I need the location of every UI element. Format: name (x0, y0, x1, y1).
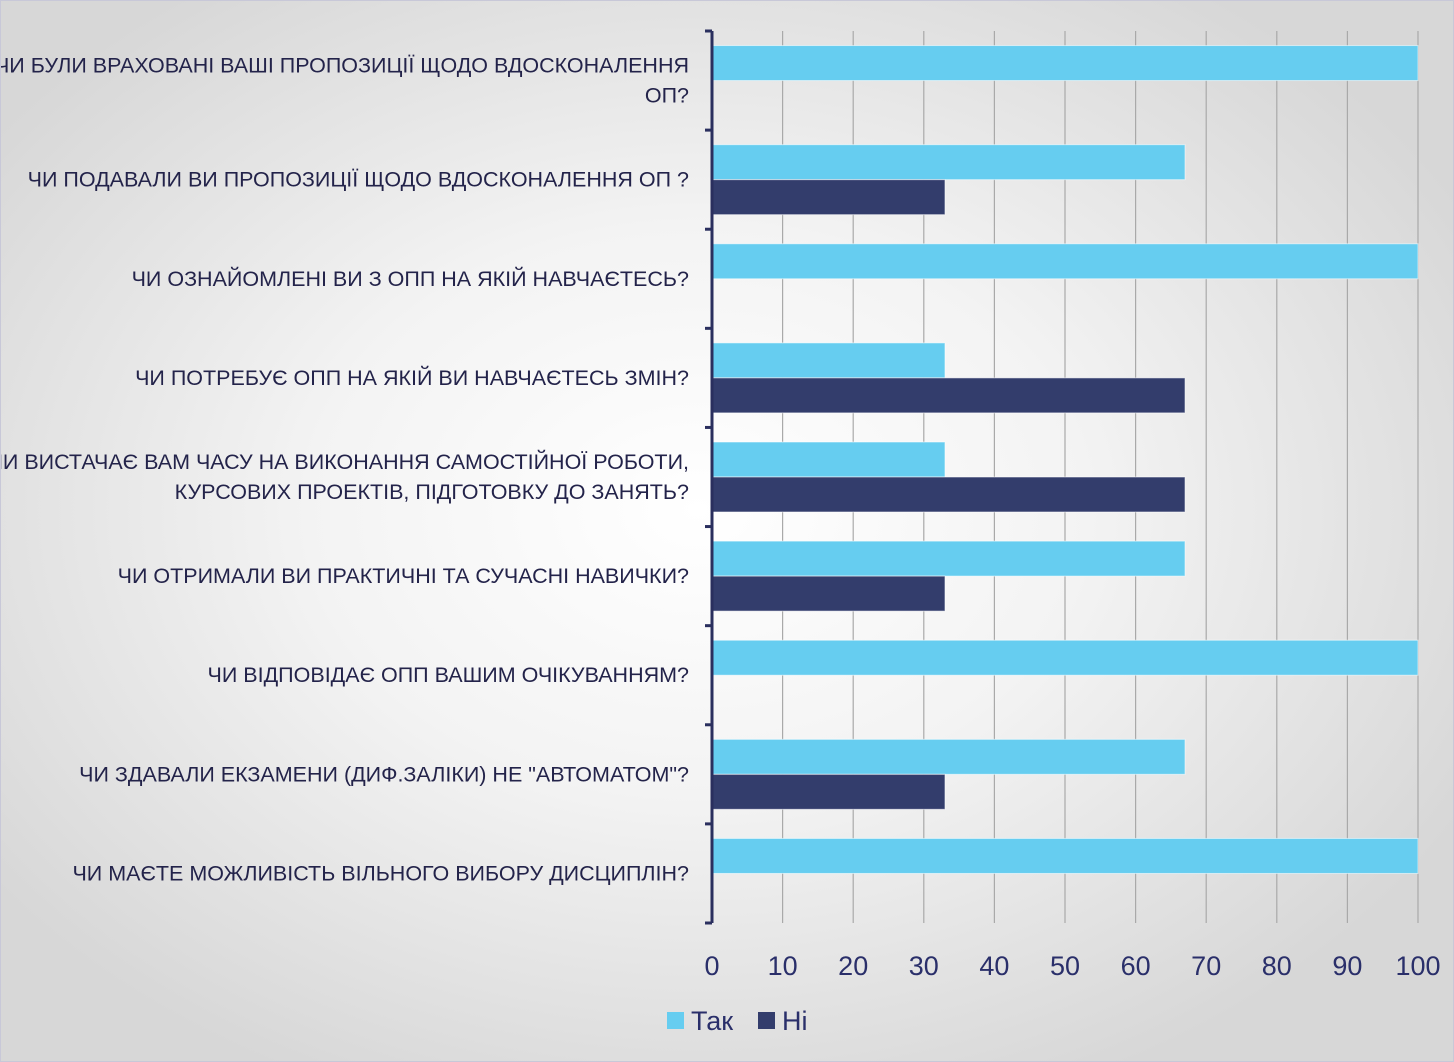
category-label-6: ЧИ ОТРИМАЛИ ВИ ПРАКТИЧНІ ТА СУЧАСНІ НАВИ… (118, 564, 689, 588)
category-label-line: ЧИ ЗДАВАЛИ ЕКЗАМЕНИ (ДИФ.ЗАЛІКИ) НЕ "АВТ… (79, 762, 689, 786)
bar-tak-6 (711, 540, 1186, 577)
bar-tak-9 (711, 837, 1419, 874)
bar-ni-6 (711, 575, 946, 612)
category-label-8: ЧИ ЗДАВАЛИ ЕКЗАМЕНИ (ДИФ.ЗАЛІКИ) НЕ "АВТ… (79, 762, 689, 786)
bars (711, 45, 1419, 874)
bar-ni-5 (711, 476, 1186, 513)
category-label-line: ЧИ ПОТРЕБУЄ ОПП НА ЯКІЙ ВИ НАВЧАЄТЕСЬ ЗМ… (135, 365, 689, 390)
x-tick-label-30: 30 (909, 951, 939, 981)
bar-ni-2 (711, 179, 946, 216)
category-label-line: ЧИ ПОДАВАЛИ ВИ ПРОПОЗИЦІЇ ЩОДО ВДОСКОНАЛ… (28, 168, 689, 192)
category-label-line: ЧИ МАЄТЕ МОЖЛИВІСТЬ ВІЛЬНОГО ВИБОРУ ДИСЦ… (72, 861, 689, 885)
bar-tak-7 (711, 639, 1419, 676)
category-label-line: ЧИ ВІДПОВІДАЄ ОПП ВАШИМ ОЧІКУВАННЯМ? (208, 663, 689, 687)
bar-tak-5 (711, 441, 946, 478)
x-tick-label-40: 40 (979, 951, 1009, 981)
x-tick-labels: 0 10 20 30 40 50 60 70 80 90 100 (704, 951, 1440, 981)
x-tick-label-10: 10 (768, 951, 798, 981)
category-label-9: ЧИ МАЄТЕ МОЖЛИВІСТЬ ВІЛЬНОГО ВИБОРУ ДИСЦ… (72, 861, 689, 885)
category-label-line: ЧИ ОТРИМАЛИ ВИ ПРАКТИЧНІ ТА СУЧАСНІ НАВИ… (118, 564, 689, 588)
x-tick-label-50: 50 (1050, 951, 1080, 981)
category-label-4: ЧИ ПОТРЕБУЄ ОПП НА ЯКІЙ ВИ НАВЧАЄТЕСЬ ЗМ… (135, 365, 689, 390)
legend-label-tak: Так (691, 1006, 733, 1036)
bar-tak-2 (711, 144, 1186, 181)
category-label-2: ЧИ ПОДАВАЛИ ВИ ПРОПОЗИЦІЇ ЩОДО ВДОСКОНАЛ… (28, 168, 689, 192)
category-label-line: ЧИ ОЗНАЙОМЛЕНІ ВИ З ОПП НА ЯКІЙ НАВЧАЄТЕ… (132, 266, 689, 291)
bar-tak-3 (711, 243, 1419, 280)
category-label-line: ЧИ БУЛИ ВРАХОВАНІ ВАШІ ПРОПОЗИЦІЇ ЩОДО В… (1, 54, 689, 78)
bar-tak-8 (711, 738, 1186, 775)
category-label-1: ЧИ БУЛИ ВРАХОВАНІ ВАШІ ПРОПОЗИЦІЇ ЩОДО В… (1, 54, 689, 108)
category-label-7: ЧИ ВІДПОВІДАЄ ОПП ВАШИМ ОЧІКУВАННЯМ? (208, 663, 689, 687)
bar-tak-4 (711, 342, 946, 379)
category-label-line: ОП? (645, 84, 689, 108)
x-tick-label-70: 70 (1191, 951, 1221, 981)
x-tick-label-20: 20 (838, 951, 868, 981)
legend-label-ni: Ні (782, 1006, 808, 1036)
bar-ni-4 (711, 377, 1186, 414)
legend-swatch-ni (758, 1012, 775, 1029)
bar-tak-1 (711, 45, 1419, 82)
x-tick-label-80: 80 (1262, 951, 1292, 981)
y-axis (705, 29, 714, 925)
category-label-5: ЧИ ВИСТАЧАЄ ВАМ ЧАСУ НА ВИКОНАННЯ САМОСТ… (1, 449, 689, 504)
category-label-line: ЧИ ВИСТАЧАЄ ВАМ ЧАСУ НА ВИКОНАННЯ САМОСТ… (1, 449, 689, 474)
x-tick-label-100: 100 (1395, 951, 1440, 981)
category-label-3: ЧИ ОЗНАЙОМЛЕНІ ВИ З ОПП НА ЯКІЙ НАВЧАЄТЕ… (132, 266, 689, 291)
category-labels: ЧИ БУЛИ ВРАХОВАНІ ВАШІ ПРОПОЗИЦІЇ ЩОДО В… (1, 54, 689, 886)
legend: Так Ні (667, 1006, 808, 1036)
x-tick-label-0: 0 (704, 951, 719, 981)
x-tick-label-60: 60 (1121, 951, 1151, 981)
x-tick-label-90: 90 (1332, 951, 1362, 981)
legend-swatch-tak (667, 1012, 684, 1029)
category-label-line: КУРСОВИХ ПРОЕКТІВ, ПІДГОТОВКУ ДО ЗАНЯТЬ? (175, 480, 689, 504)
bar-ni-8 (711, 773, 946, 810)
